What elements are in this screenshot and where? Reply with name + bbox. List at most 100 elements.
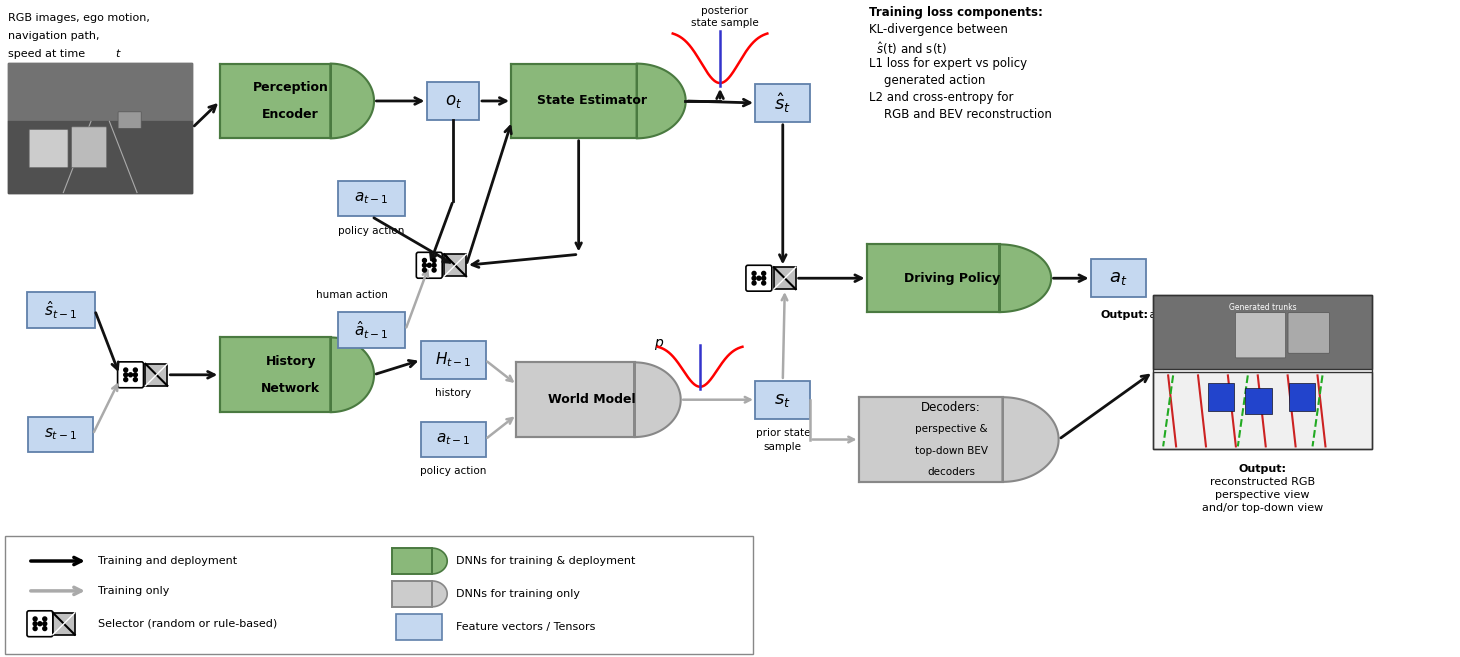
Circle shape	[756, 276, 761, 280]
Text: p: p	[654, 336, 663, 350]
FancyBboxPatch shape	[29, 417, 93, 453]
FancyBboxPatch shape	[118, 112, 142, 128]
Text: speed at time: speed at time	[9, 49, 89, 59]
Text: Driving Policy: Driving Policy	[904, 272, 1000, 284]
Text: Output:: Output:	[1101, 310, 1149, 320]
Text: DNNs for training only: DNNs for training only	[456, 589, 580, 599]
FancyBboxPatch shape	[1091, 260, 1146, 297]
FancyBboxPatch shape	[337, 312, 406, 348]
FancyBboxPatch shape	[755, 381, 810, 419]
Circle shape	[42, 627, 47, 631]
Text: $o_t$: $o_t$	[445, 92, 461, 110]
Polygon shape	[1000, 244, 1051, 312]
FancyBboxPatch shape	[397, 614, 442, 640]
Circle shape	[762, 271, 765, 275]
Circle shape	[432, 258, 437, 262]
Text: RGB and BEV reconstruction: RGB and BEV reconstruction	[869, 108, 1053, 121]
FancyBboxPatch shape	[860, 397, 1003, 482]
Text: World Model: World Model	[548, 393, 635, 406]
Circle shape	[128, 373, 133, 376]
Polygon shape	[1003, 397, 1058, 482]
Text: human action: human action	[315, 290, 387, 300]
Circle shape	[752, 271, 756, 275]
FancyBboxPatch shape	[774, 267, 796, 289]
Circle shape	[762, 276, 765, 280]
Text: perspective view: perspective view	[1216, 490, 1310, 501]
FancyBboxPatch shape	[517, 363, 635, 437]
Circle shape	[42, 617, 47, 621]
Circle shape	[432, 263, 437, 267]
Text: History: History	[266, 355, 315, 368]
Text: $s_t$: $s_t$	[774, 391, 791, 409]
FancyBboxPatch shape	[26, 292, 95, 328]
Text: L1 loss for expert vs policy: L1 loss for expert vs policy	[869, 57, 1028, 70]
Text: $\hat{s}$(t) and s(t): $\hat{s}$(t) and s(t)	[869, 40, 948, 57]
Text: $s_{t-1}$: $s_{t-1}$	[44, 426, 77, 442]
Text: and/or top-down view: and/or top-down view	[1202, 503, 1323, 513]
Text: KL-divergence between: KL-divergence between	[869, 23, 1009, 36]
Polygon shape	[635, 363, 680, 437]
Text: State Estimator: State Estimator	[537, 95, 647, 108]
Text: action: action	[1146, 310, 1184, 320]
Circle shape	[34, 617, 36, 621]
FancyBboxPatch shape	[420, 341, 486, 379]
Text: Network: Network	[261, 382, 320, 395]
Polygon shape	[432, 548, 447, 574]
FancyBboxPatch shape	[1245, 388, 1272, 414]
FancyBboxPatch shape	[393, 548, 432, 574]
Text: Training and deployment: Training and deployment	[98, 556, 237, 566]
Text: Selector (random or rule-based): Selector (random or rule-based)	[98, 619, 277, 629]
Text: Perception: Perception	[253, 81, 328, 94]
FancyBboxPatch shape	[420, 422, 486, 457]
FancyBboxPatch shape	[118, 362, 143, 388]
Text: t: t	[115, 49, 120, 59]
Polygon shape	[432, 581, 447, 607]
Text: RGB images, ego motion,: RGB images, ego motion,	[9, 13, 150, 24]
Text: reconstructed RGB: reconstructed RGB	[1210, 478, 1315, 487]
Text: Decoders:: Decoders:	[921, 401, 981, 414]
FancyBboxPatch shape	[1153, 373, 1372, 449]
Circle shape	[124, 368, 127, 372]
Text: perspective &: perspective &	[915, 424, 987, 434]
FancyBboxPatch shape	[1235, 313, 1286, 358]
FancyBboxPatch shape	[444, 254, 466, 276]
Circle shape	[38, 622, 42, 625]
Text: policy action: policy action	[339, 227, 404, 237]
Text: $\hat{a}_{t-1}$: $\hat{a}_{t-1}$	[355, 319, 388, 341]
Text: $a_t$: $a_t$	[1110, 269, 1127, 287]
FancyBboxPatch shape	[1153, 295, 1372, 369]
Circle shape	[752, 276, 756, 280]
FancyBboxPatch shape	[72, 127, 107, 168]
Text: Training only: Training only	[98, 586, 169, 596]
FancyBboxPatch shape	[867, 244, 1000, 312]
Text: sample: sample	[764, 442, 802, 451]
FancyBboxPatch shape	[1207, 383, 1234, 411]
Text: Generated trunks: Generated trunks	[1229, 303, 1296, 312]
Text: L2 and cross-entropy for: L2 and cross-entropy for	[869, 91, 1013, 104]
Circle shape	[428, 263, 431, 267]
Polygon shape	[637, 64, 686, 139]
FancyBboxPatch shape	[53, 613, 74, 635]
FancyBboxPatch shape	[416, 252, 442, 278]
FancyBboxPatch shape	[219, 338, 331, 412]
Text: policy action: policy action	[420, 466, 486, 476]
FancyBboxPatch shape	[219, 64, 331, 139]
Circle shape	[422, 268, 426, 272]
Text: posterior: posterior	[701, 7, 749, 16]
Circle shape	[34, 622, 36, 625]
Text: Training loss components:: Training loss components:	[869, 7, 1044, 19]
Text: prior state: prior state	[755, 428, 810, 438]
Circle shape	[133, 368, 137, 372]
FancyBboxPatch shape	[9, 63, 193, 193]
Text: $a_{t-1}$: $a_{t-1}$	[355, 191, 388, 206]
FancyBboxPatch shape	[337, 181, 406, 216]
Text: history: history	[435, 388, 472, 397]
FancyBboxPatch shape	[146, 364, 168, 386]
Text: $\hat{s}_t$: $\hat{s}_t$	[774, 91, 791, 115]
FancyBboxPatch shape	[393, 581, 432, 607]
Text: $a_{t-1}$: $a_{t-1}$	[437, 432, 470, 447]
Text: Encoder: Encoder	[263, 108, 320, 121]
Circle shape	[422, 258, 426, 262]
Circle shape	[124, 373, 127, 376]
Circle shape	[42, 622, 47, 625]
